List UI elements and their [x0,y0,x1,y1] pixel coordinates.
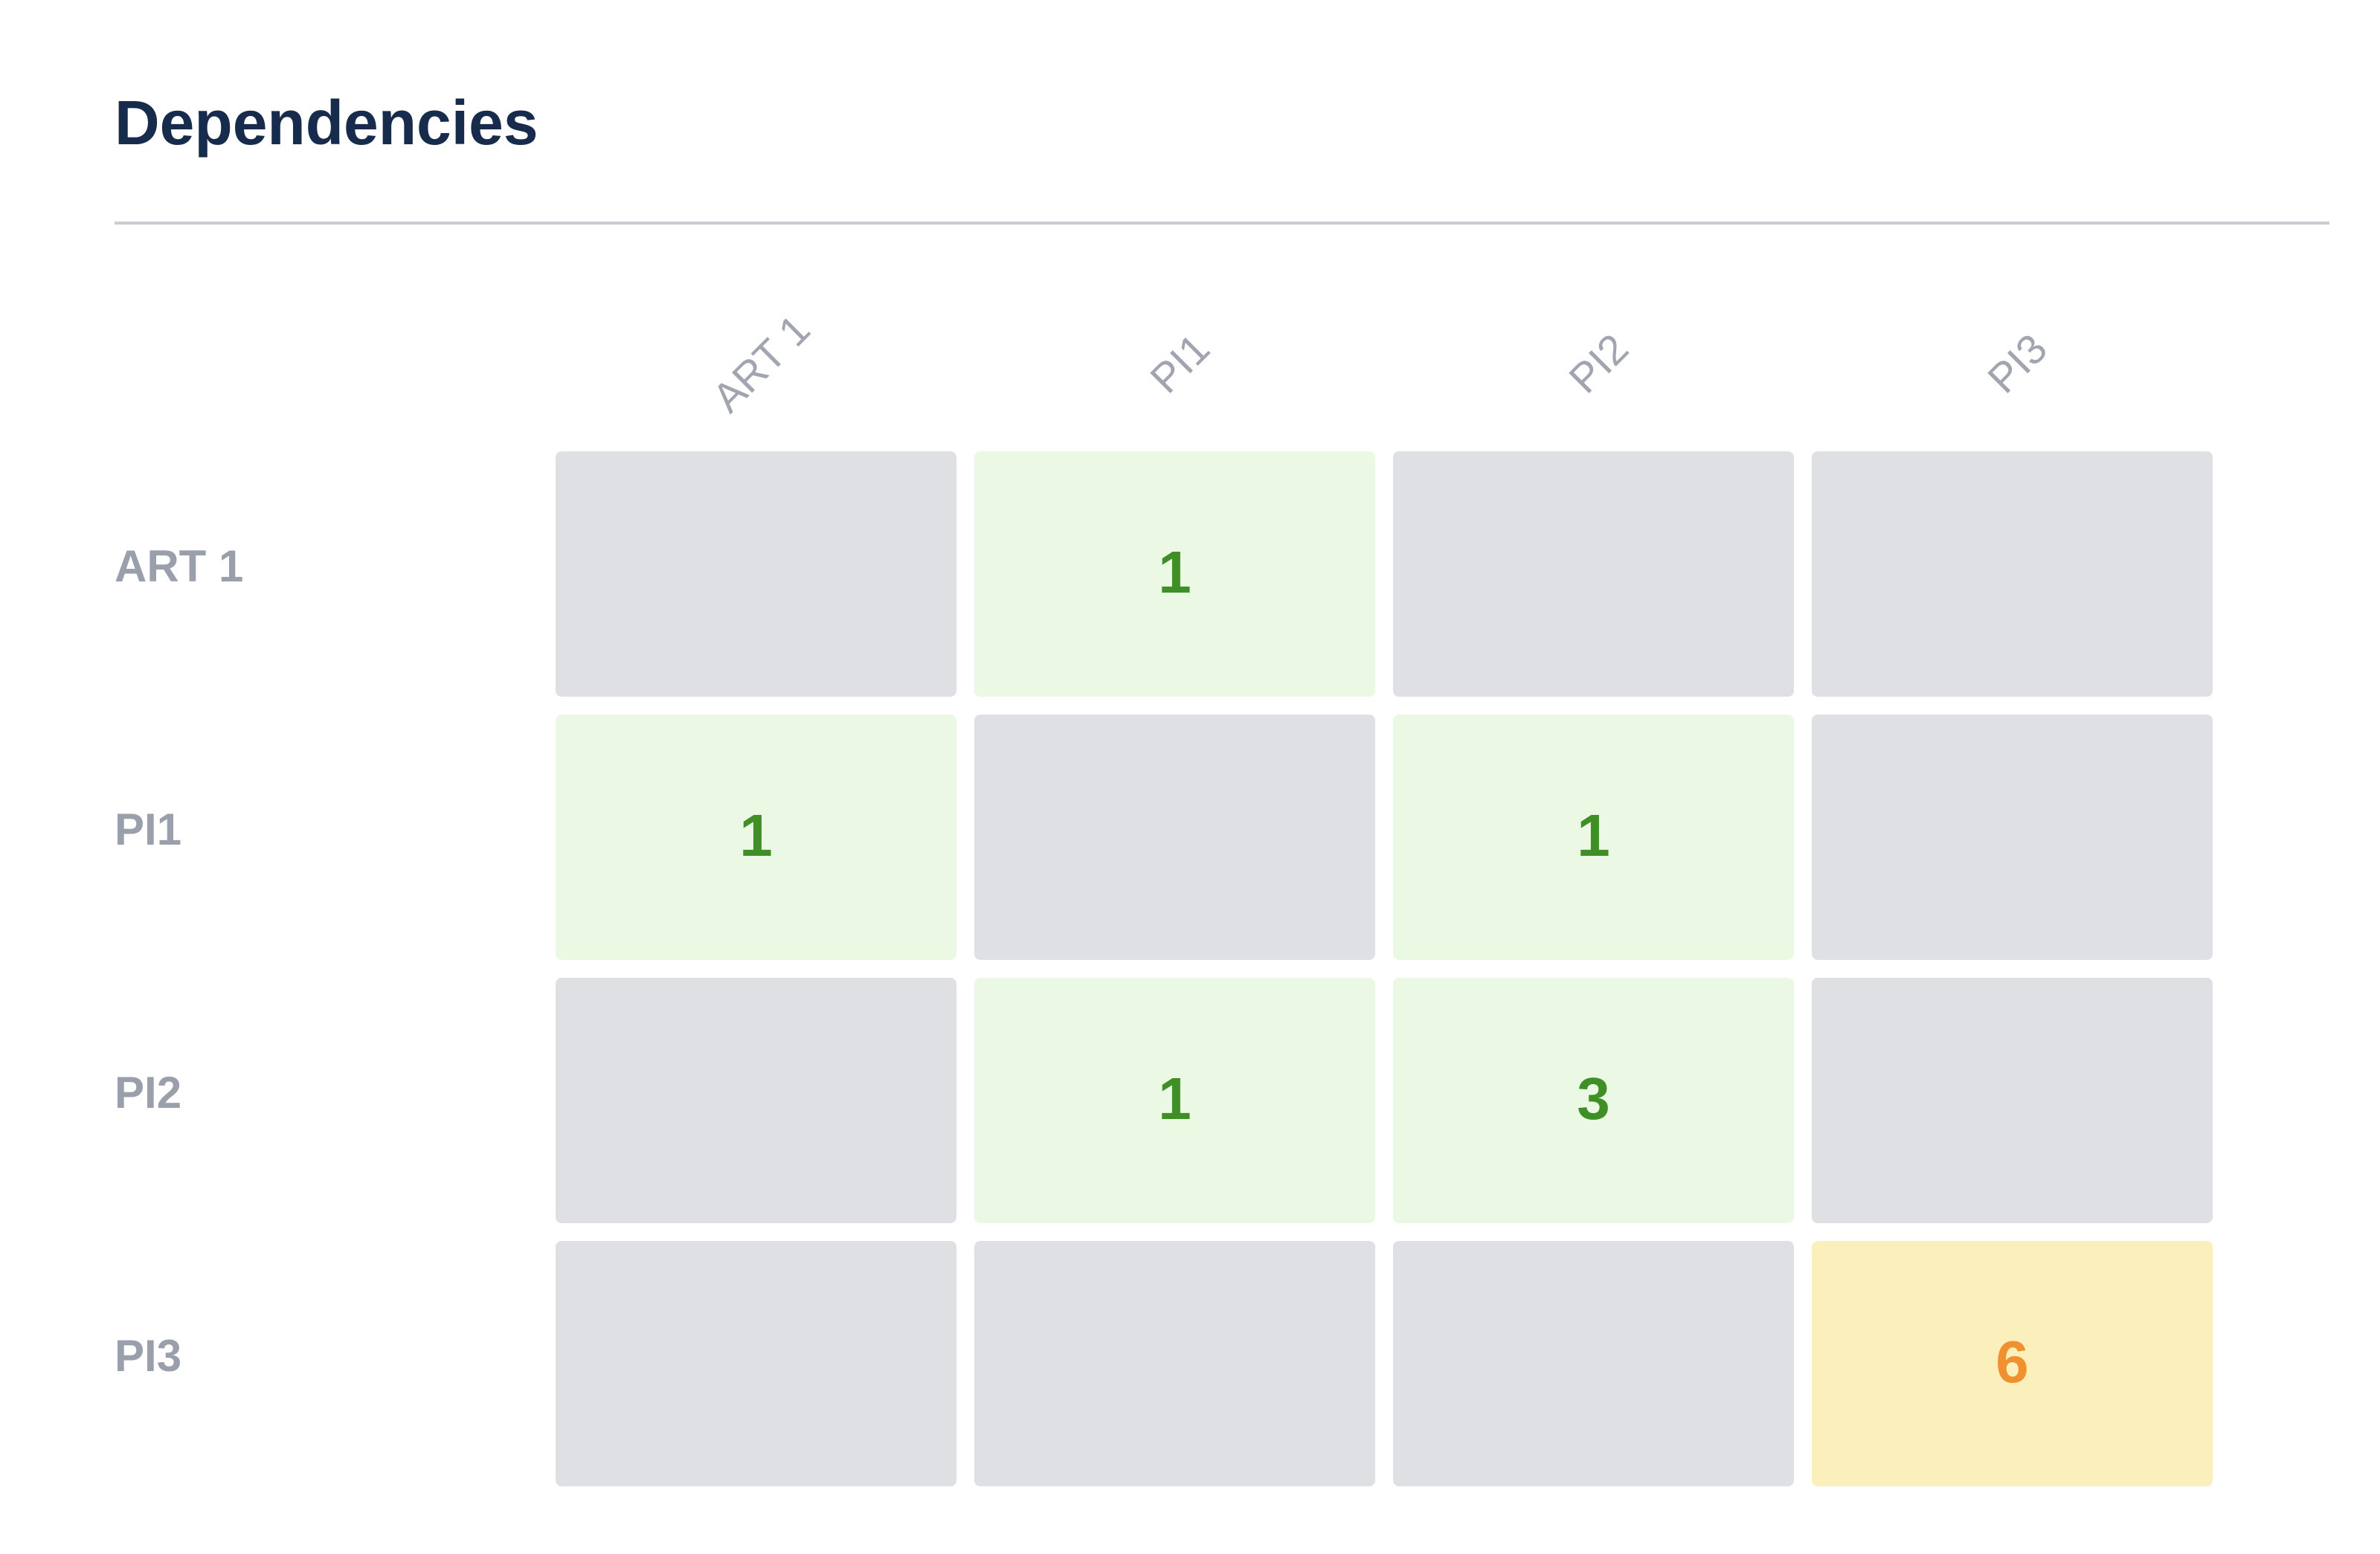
cell [974,451,1375,697]
cell [1812,978,2213,1223]
column-label: PI2 [1560,325,1637,402]
column-label: PI1 [1141,325,1218,402]
column-label: ART 1 [704,306,819,421]
cell [1393,451,1794,697]
cell [1812,451,2213,697]
cell [1393,715,1794,960]
cell-value: 3 [1577,1065,1610,1132]
title: Dependencies [115,88,538,158]
row-label: ART 1 [115,541,243,591]
cell-value: 1 [739,802,773,868]
cell-value: 1 [1158,539,1191,605]
cell [1812,715,2213,960]
cell [556,451,956,697]
row-label: PI3 [115,1331,181,1381]
cell [556,715,956,960]
row-label: PI2 [115,1068,181,1118]
cell-value: 1 [1158,1065,1191,1132]
cell [974,978,1375,1223]
cell [556,1241,956,1486]
cell [974,715,1375,960]
cell [1393,978,1794,1223]
row-label: PI1 [115,805,181,854]
column-label: PI3 [1978,325,2056,402]
cell [1393,1241,1794,1486]
cell [556,978,956,1223]
cell-value: 1 [1577,802,1610,868]
cell [1812,1241,2213,1486]
cell [974,1241,1375,1486]
cell-value: 6 [1995,1329,2029,1395]
